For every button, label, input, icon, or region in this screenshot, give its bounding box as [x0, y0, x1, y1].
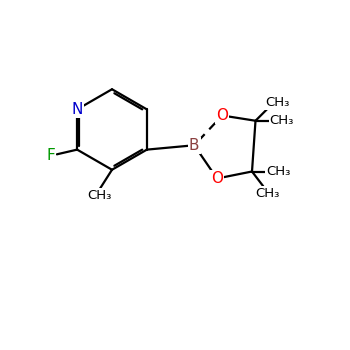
Text: CH₃: CH₃	[266, 165, 290, 178]
Text: CH₃: CH₃	[270, 114, 294, 127]
Text: O: O	[216, 108, 228, 123]
Text: B: B	[189, 138, 199, 153]
Text: F: F	[46, 148, 55, 163]
Text: N: N	[71, 102, 83, 117]
Text: CH₃: CH₃	[256, 187, 280, 200]
Text: CH₃: CH₃	[265, 96, 289, 109]
Text: CH₃: CH₃	[88, 189, 112, 202]
Text: O: O	[211, 171, 223, 186]
